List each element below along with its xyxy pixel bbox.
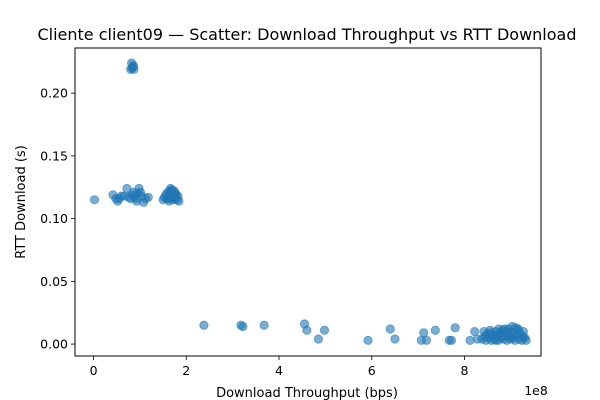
data-point bbox=[485, 328, 496, 338]
x-axis-offset-label: 1e8 bbox=[524, 383, 548, 398]
y-tick-label: 0.20 bbox=[40, 86, 68, 101]
data-point bbox=[446, 335, 457, 345]
data-point bbox=[518, 331, 528, 342]
data-point bbox=[421, 335, 432, 345]
x-axis-ticks: 0 2 4 6 8 bbox=[90, 356, 469, 378]
data-point bbox=[128, 60, 139, 71]
y-tick-label: 0.15 bbox=[40, 148, 68, 163]
y-axis-label: RTT Download (s) bbox=[14, 145, 29, 259]
data-point bbox=[238, 321, 248, 332]
y-axis-ticks: 0.00 0.05 0.10 0.15 0.20 bbox=[40, 86, 75, 352]
data-points bbox=[89, 58, 531, 345]
y-tick-label: 0.05 bbox=[40, 274, 68, 289]
data-point bbox=[494, 324, 504, 334]
x-axis-label: Download Throughput (bps) bbox=[216, 386, 398, 400]
data-point bbox=[259, 320, 269, 330]
data-point bbox=[430, 325, 440, 335]
data-point bbox=[143, 192, 153, 202]
y-tick-label: 0.10 bbox=[40, 211, 68, 226]
x-tick-label: 8 bbox=[461, 363, 469, 378]
x-tick-label: 0 bbox=[90, 363, 98, 378]
data-point bbox=[163, 193, 173, 204]
data-point bbox=[313, 334, 324, 344]
plot-frame bbox=[74, 47, 542, 357]
data-point bbox=[390, 334, 400, 344]
x-tick-label: 6 bbox=[368, 363, 376, 378]
data-point bbox=[450, 323, 460, 333]
data-point bbox=[132, 196, 142, 206]
data-point bbox=[199, 320, 209, 330]
data-point bbox=[89, 195, 100, 205]
x-tick-label: 2 bbox=[182, 363, 190, 378]
data-point bbox=[385, 324, 395, 334]
data-point bbox=[510, 323, 521, 333]
data-point bbox=[302, 325, 312, 335]
data-point bbox=[363, 335, 373, 345]
y-tick-label: 0.00 bbox=[40, 337, 68, 352]
data-point bbox=[465, 335, 475, 345]
data-point bbox=[174, 196, 184, 206]
x-tick-label: 4 bbox=[275, 363, 283, 378]
chart-title: Cliente client09 — Scatter: Download Thr… bbox=[37, 25, 576, 44]
data-point bbox=[171, 188, 181, 199]
data-point bbox=[319, 325, 330, 335]
